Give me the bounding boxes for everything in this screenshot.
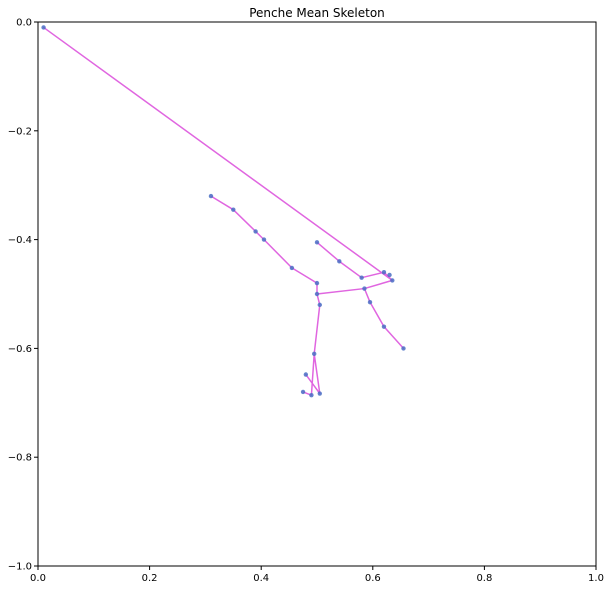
skeleton-joint-point <box>317 391 322 396</box>
skeleton-joint-point <box>289 265 295 271</box>
x-tick-label: 0.6 <box>365 573 381 584</box>
y-tick-label: −0.8 <box>8 453 32 464</box>
skeleton-joint-point <box>303 372 309 377</box>
y-tick-label: −0.6 <box>8 344 32 355</box>
skeleton-joint-point <box>387 272 392 278</box>
skeleton-bone <box>232 208 257 233</box>
skeleton-bone <box>305 373 321 395</box>
plot-area <box>37 21 597 567</box>
skeleton-bone <box>316 241 341 263</box>
skeleton-joint-point <box>317 302 322 308</box>
skeleton-joint-point <box>309 392 314 398</box>
x-axis: 0.0 0.2 0.4 0.6 0.8 1.0 <box>30 566 604 584</box>
skeleton-joint-point <box>231 207 236 212</box>
skeleton-joint-point <box>367 299 373 305</box>
axes-frame <box>37 21 597 567</box>
skeleton-bone <box>363 279 394 290</box>
x-tick-label: 0.4 <box>253 573 269 584</box>
skeleton-bone <box>363 287 371 303</box>
skeleton-bone <box>360 271 385 279</box>
skeleton-bone <box>310 353 315 396</box>
y-tick-label: −1.0 <box>8 562 32 573</box>
skeleton-joint-point <box>381 324 387 329</box>
skeleton-joint-point <box>253 229 258 234</box>
x-tick-label: 0.0 <box>30 573 46 584</box>
skeleton-joint-point <box>314 291 320 297</box>
skeleton-joint-point <box>314 280 320 286</box>
skeleton-joint-point <box>401 346 406 351</box>
x-tick-label: 1.0 <box>588 573 604 584</box>
skeleton-joint-point <box>208 193 214 199</box>
skeleton-joint-point <box>300 389 306 395</box>
skeleton-bone <box>369 301 385 328</box>
x-tick-label: 0.2 <box>142 573 158 584</box>
skeleton-joint-point <box>314 240 320 245</box>
skeleton-joint-point <box>312 351 317 357</box>
skeleton-bone <box>263 238 293 269</box>
skeleton-joint-point <box>261 237 267 242</box>
skeleton-bone <box>338 260 363 279</box>
skeleton-joint-point <box>362 286 367 291</box>
x-tick-label: 0.8 <box>476 573 492 584</box>
skeleton-bone <box>313 353 321 395</box>
skeleton-joint-point <box>359 275 364 280</box>
skeleton-segments <box>42 26 405 396</box>
y-tick-label: 0.0 <box>16 18 32 29</box>
skeleton-bone <box>42 26 394 282</box>
chart-title: Penche Mean Skeleton <box>249 6 385 20</box>
skeleton-bone <box>210 195 235 211</box>
y-tick-label: −0.4 <box>8 235 32 246</box>
skeleton-joint-point <box>41 25 46 30</box>
y-tick-label: −0.2 <box>8 126 32 137</box>
skeleton-bone <box>313 304 321 355</box>
skeleton-joints <box>41 25 406 398</box>
skeleton-bone <box>383 325 405 350</box>
y-axis: 0.0 −0.2 −0.4 −0.6 −0.8 −1.0 <box>8 18 38 573</box>
skeleton-bone <box>291 267 318 284</box>
skeleton-joint-point <box>337 259 342 264</box>
skeleton-bone <box>316 287 366 295</box>
skeleton-joint-point <box>381 270 387 275</box>
skeleton-joint-point <box>390 278 395 283</box>
